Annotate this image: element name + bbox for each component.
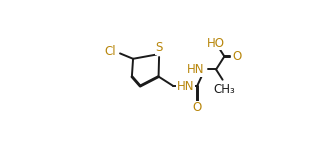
Text: HO: HO [207, 37, 225, 50]
Text: HN: HN [176, 80, 194, 93]
Text: Cl: Cl [104, 45, 116, 58]
Text: HN: HN [187, 63, 205, 76]
Text: S: S [156, 41, 163, 54]
Text: O: O [193, 101, 202, 114]
Text: CH₃: CH₃ [213, 83, 235, 95]
Text: O: O [233, 50, 242, 63]
